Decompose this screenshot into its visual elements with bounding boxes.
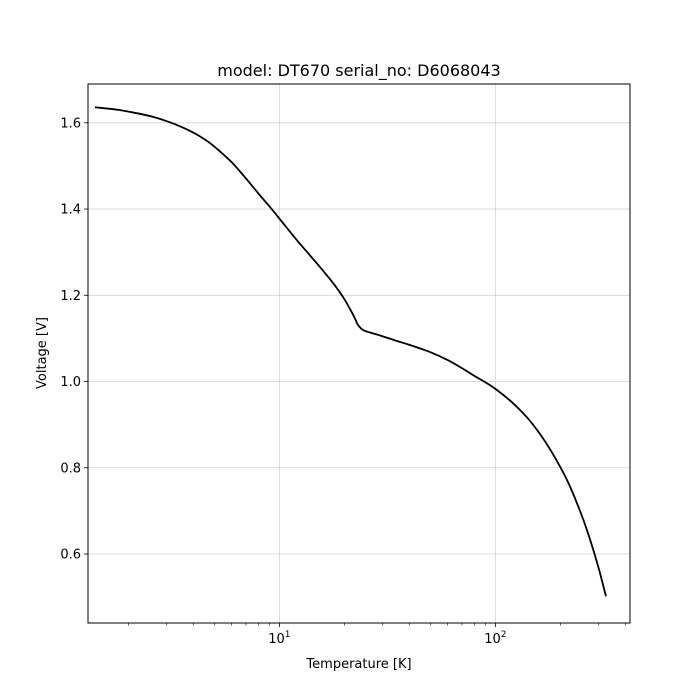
chart-title: model: DT670 serial_no: D6068043 — [217, 61, 500, 81]
y-tick-label: 1.2 — [60, 289, 81, 304]
x-axis-label: Temperature [K] — [305, 657, 411, 672]
x-tick-label: 102 — [484, 630, 506, 647]
y-tick-label: 1.4 — [60, 203, 81, 218]
y-tick-label: 1.0 — [60, 375, 81, 390]
y-tick-label: 1.6 — [60, 116, 81, 131]
grid-lines — [88, 84, 630, 623]
axis-ticks: 0.6 0.8 1.0 1.2 1.4 1.6 101 102 — [60, 116, 626, 647]
y-tick-label: 0.6 — [60, 548, 81, 563]
plot-frame — [87, 83, 631, 624]
x-tick-label: 101 — [268, 630, 290, 647]
voltage-curve — [94, 106, 607, 597]
y-axis-label: Voltage [V] — [35, 317, 50, 389]
y-tick-label: 0.8 — [60, 461, 81, 476]
series-layer — [94, 106, 607, 597]
